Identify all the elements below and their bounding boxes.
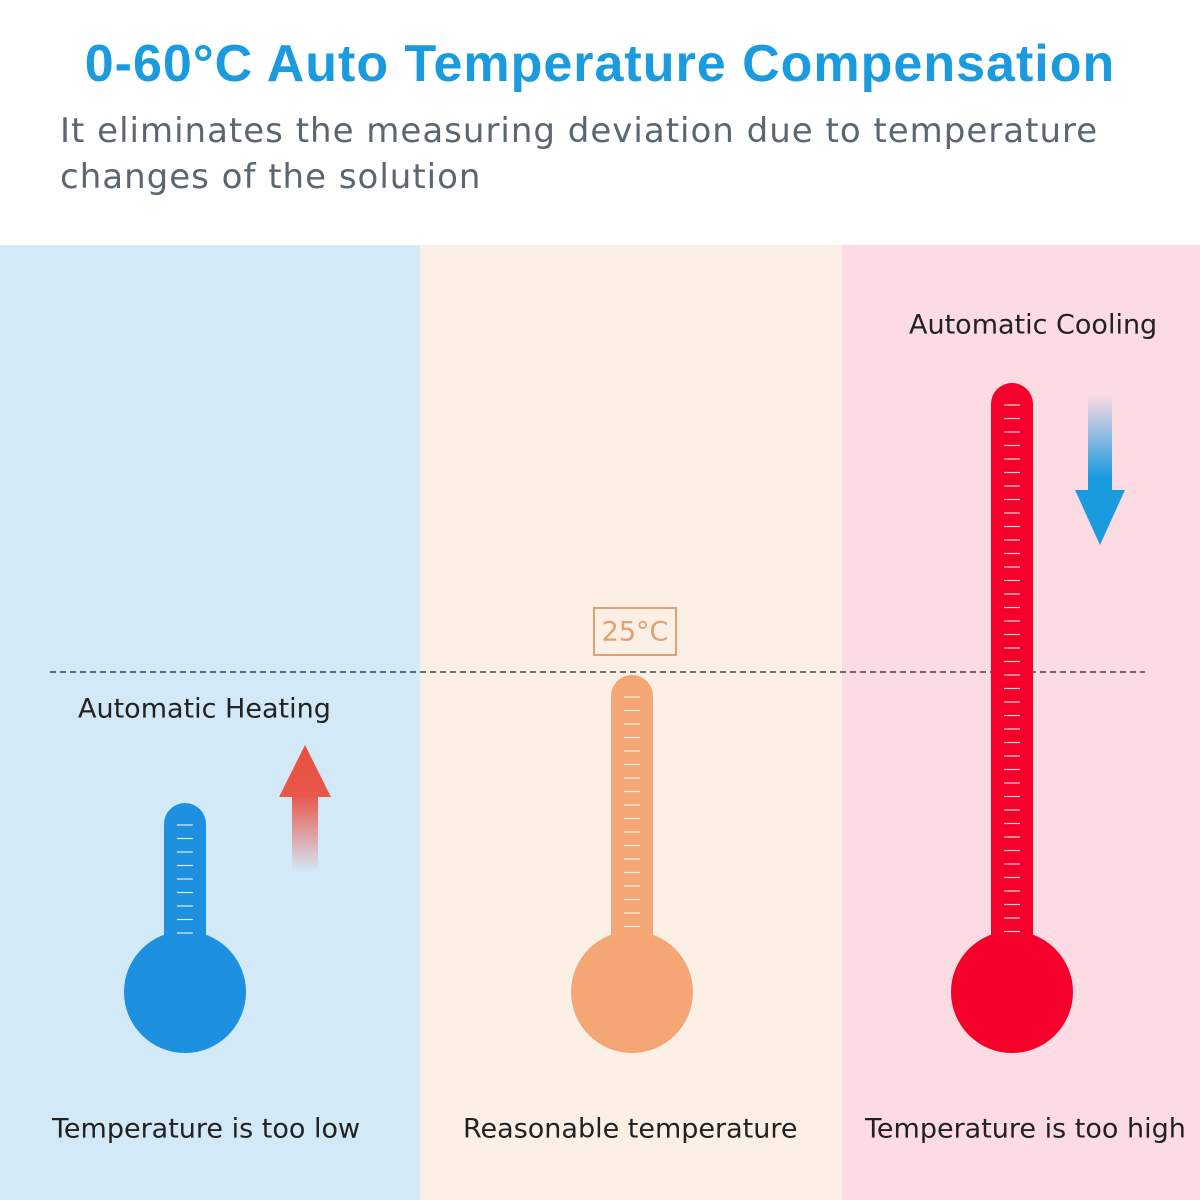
caption: Temperature is too low bbox=[51, 1114, 360, 1145]
cold-thermometer-bulb bbox=[124, 931, 246, 1053]
caption: Temperature is too high bbox=[864, 1114, 1186, 1145]
normal-thermometer-tube bbox=[611, 675, 653, 1000]
hot-thermometer-bulb bbox=[951, 931, 1073, 1053]
subtitle: It eliminates the measuring deviation du… bbox=[60, 111, 1099, 197]
action-label: Automatic Heating bbox=[78, 694, 331, 725]
caption: Reasonable temperature bbox=[463, 1114, 798, 1145]
heating-arrow bbox=[279, 745, 331, 872]
normal-thermometer-bulb bbox=[571, 931, 693, 1053]
marker-box bbox=[593, 607, 677, 656]
action-label: Automatic Cooling bbox=[909, 310, 1157, 341]
cooling-arrow bbox=[1075, 395, 1125, 545]
title: 0-60°C Auto Temperature Compensation bbox=[84, 35, 1116, 93]
hot-thermometer-tube bbox=[991, 383, 1033, 1000]
marker-label: 25°C bbox=[602, 617, 669, 648]
